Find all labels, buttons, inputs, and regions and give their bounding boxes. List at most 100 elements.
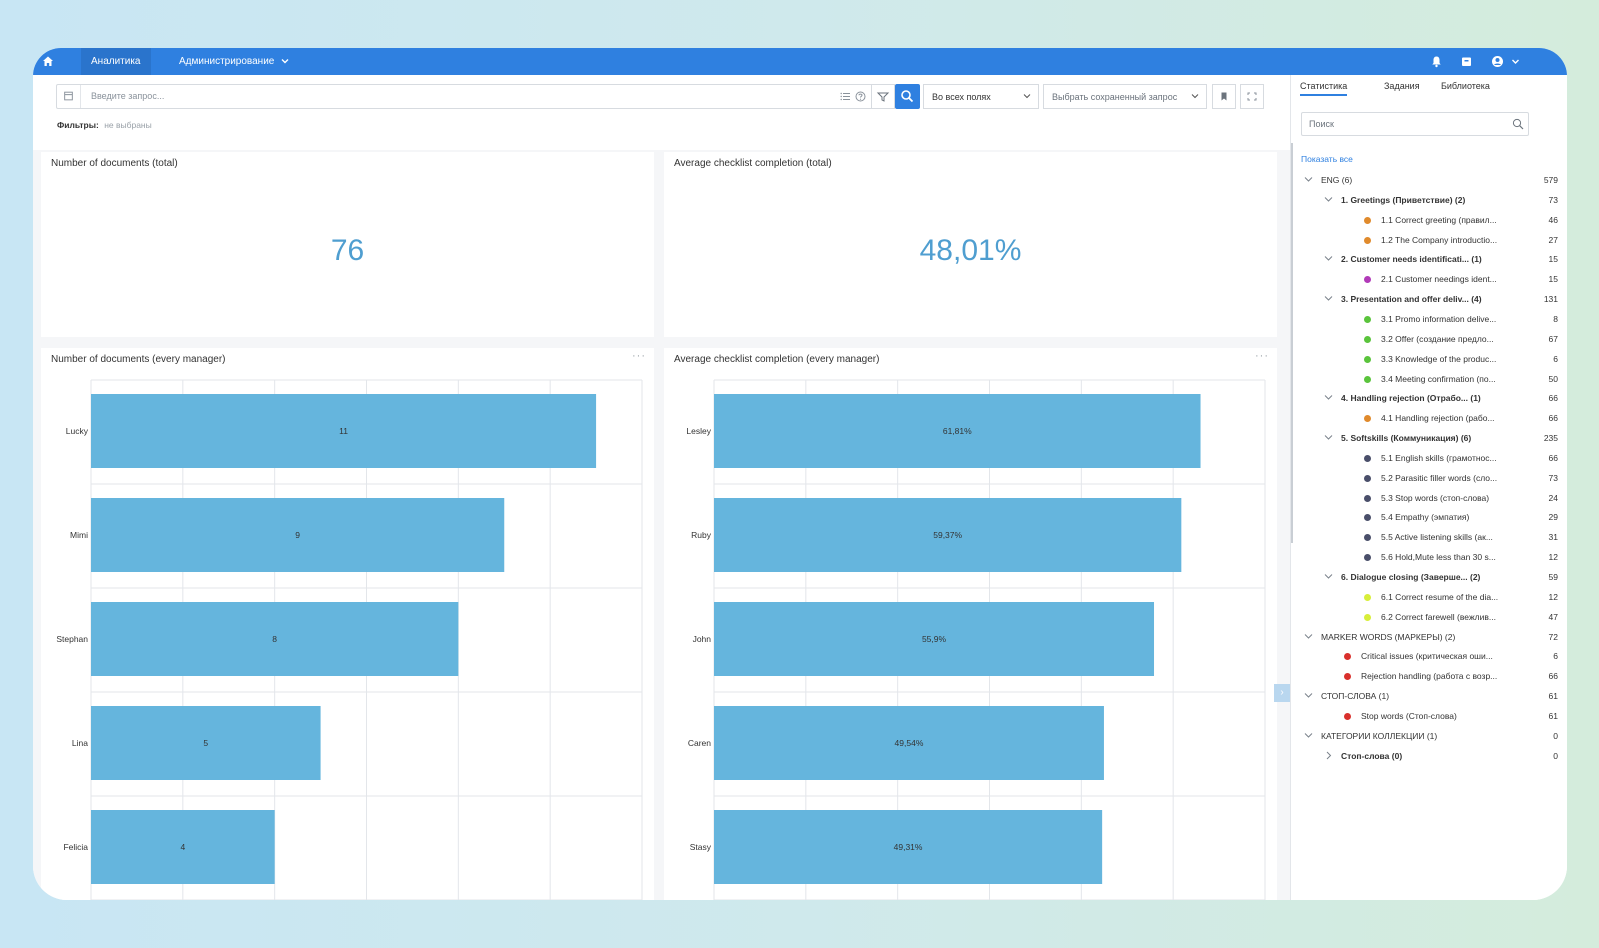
chevron-down-icon[interactable] xyxy=(1511,55,1520,68)
query-input[interactable]: Введите запрос... xyxy=(56,84,892,109)
tree-item-count: 15 xyxy=(1548,274,1558,285)
bar[interactable] xyxy=(91,602,459,676)
home-icon[interactable] xyxy=(41,54,55,68)
tree-item[interactable]: 5.1 English skills (грамотнос... 66 xyxy=(1291,449,1567,468)
help-icon[interactable] xyxy=(855,91,866,102)
search-button[interactable] xyxy=(895,84,920,109)
category-label: Lucky xyxy=(66,426,89,436)
tree-item[interactable]: 3. Presentation and offer deliv... (4) 13… xyxy=(1291,290,1567,309)
tree-item[interactable]: 2.1 Customer needings ident... 15 xyxy=(1291,270,1567,289)
bell-icon[interactable] xyxy=(1430,55,1443,68)
chevron-right-icon[interactable] xyxy=(1324,751,1333,760)
chevron-down-icon[interactable] xyxy=(1304,175,1313,184)
tree-item-label: 6. Dialogue closing (Заверше... (2) xyxy=(1341,572,1481,582)
bar[interactable] xyxy=(91,394,597,468)
chevron-down-icon[interactable] xyxy=(1324,254,1333,263)
bar[interactable] xyxy=(91,706,321,780)
app-window: Аналитика Администрирование xyxy=(33,48,1567,900)
bar[interactable] xyxy=(714,602,1155,676)
tree-item[interactable]: 4. Handling rejection (Отрабо... (1) 66 xyxy=(1291,389,1567,408)
chevron-down-icon[interactable] xyxy=(1324,294,1333,303)
tree-item[interactable]: ENG (6) 579 xyxy=(1291,171,1567,190)
tree-item[interactable]: 6. Dialogue closing (Заверше... (2) 59 xyxy=(1291,568,1567,587)
chevron-down-icon[interactable] xyxy=(1324,433,1333,442)
tree-item-label: 1.1 Correct greeting (правил... xyxy=(1381,214,1497,225)
tree-item[interactable]: 5.4 Empathy (эмпатия) 29 xyxy=(1291,508,1567,527)
tree-item[interactable]: Stop words (Стоп-слова) 61 xyxy=(1291,707,1567,726)
tab-statistics[interactable]: Статистика xyxy=(1300,81,1348,96)
tree-item[interactable]: СТОП-СЛОВА (1) 61 xyxy=(1291,687,1567,706)
chevron-down-icon[interactable] xyxy=(1304,731,1313,740)
card-menu-icon[interactable]: ··· xyxy=(632,350,646,362)
bookmark-button[interactable] xyxy=(1212,84,1236,109)
category-label: Stasy xyxy=(690,842,712,852)
scrollbar[interactable] xyxy=(1291,143,1293,543)
tree-item[interactable]: 4.1 Handling rejection (рабо... 66 xyxy=(1291,409,1567,428)
panel-expand-button[interactable]: › xyxy=(1274,684,1290,702)
chevron-down-icon[interactable] xyxy=(1324,393,1333,402)
tree-item[interactable]: Rejection handling (работа с возр... 66 xyxy=(1291,667,1567,686)
tree-item[interactable]: 1.1 Correct greeting (правил... 46 xyxy=(1291,211,1567,230)
chevron-down-icon[interactable] xyxy=(1324,572,1333,581)
tree-item-count: 46 xyxy=(1548,214,1558,225)
tree-item[interactable]: 5.6 Hold,Mute less than 30 s... 12 xyxy=(1291,548,1567,567)
tree-item-label: 3.2 Offer (создание предло... xyxy=(1381,333,1494,344)
tree-item[interactable]: 3.3 Knowledge of the produc... 6 xyxy=(1291,350,1567,369)
box-icon[interactable] xyxy=(1460,55,1473,68)
bar-value-label: 55,9% xyxy=(922,634,947,644)
tree-item[interactable]: 3.2 Offer (создание предло... 67 xyxy=(1291,330,1567,349)
chevron-down-icon[interactable] xyxy=(1324,195,1333,204)
color-dot-icon xyxy=(1364,276,1371,284)
tree-item[interactable]: 1.2 The Company introductio... 27 xyxy=(1291,231,1567,250)
tree-item-count: 131 xyxy=(1543,294,1558,305)
tree-item[interactable]: Critical issues (критическая оши... 6 xyxy=(1291,647,1567,666)
tree-item[interactable]: Стоп-слова (0) 0 xyxy=(1291,747,1567,766)
calendar-icon[interactable] xyxy=(57,85,81,108)
panel-search-input[interactable]: Поиск xyxy=(1301,112,1529,136)
tree-item-label: 6.1 Correct resume of the dia... xyxy=(1381,591,1499,602)
bar[interactable] xyxy=(714,394,1201,468)
tree-item[interactable]: 3.4 Meeting confirmation (по... 50 xyxy=(1291,370,1567,389)
tree-item[interactable]: 2. Customer needs identificati... (1) 15 xyxy=(1291,250,1567,269)
chevron-down-icon[interactable] xyxy=(1304,691,1313,700)
tree-item-count: 66 xyxy=(1548,413,1558,424)
bar[interactable] xyxy=(714,498,1182,572)
saved-query-value: Выбрать сохраненный запрос xyxy=(1052,92,1178,102)
tree-item-count: 8 xyxy=(1553,313,1558,324)
tree-item[interactable]: 5.2 Parasitic filler words (сло... 73 xyxy=(1291,469,1567,488)
bar[interactable] xyxy=(714,706,1104,780)
fullscreen-button[interactable] xyxy=(1240,84,1264,109)
bar-value-label: 8 xyxy=(272,634,277,644)
list-icon[interactable] xyxy=(840,91,851,102)
tree-item[interactable]: 5.3 Stop words (стоп-слова) 24 xyxy=(1291,489,1567,508)
bar[interactable] xyxy=(91,498,505,572)
tree-item[interactable]: 6.1 Correct resume of the dia... 12 xyxy=(1291,588,1567,607)
kpi-value: 48,01% xyxy=(919,234,1022,267)
tree-item[interactable]: 5. Softskills (Коммуникация) (6) 235 xyxy=(1291,429,1567,448)
tree-item[interactable]: 1. Greetings (Приветствие) (2) 73 xyxy=(1291,191,1567,210)
tree-item[interactable]: КАТЕГОРИИ КОЛЛЕКЦИИ (1) 0 xyxy=(1291,727,1567,746)
tree-item[interactable]: 5.5 Active listening skills (ак... 31 xyxy=(1291,528,1567,547)
color-dot-icon xyxy=(1364,375,1371,383)
tree-item-count: 73 xyxy=(1548,472,1558,483)
bar[interactable] xyxy=(714,810,1103,884)
user-icon[interactable] xyxy=(1491,55,1504,68)
nav-administration[interactable]: Администрирование xyxy=(169,48,299,75)
chevron-down-icon xyxy=(1023,94,1031,99)
tab-tasks[interactable]: Задания xyxy=(1384,81,1420,91)
tree-item-label: 5.3 Stop words (стоп-слова) xyxy=(1381,492,1490,503)
tree-item[interactable]: 6.2 Correct farewell (вежлив... 47 xyxy=(1291,608,1567,627)
tab-library[interactable]: Библиотека xyxy=(1441,81,1490,91)
bar[interactable] xyxy=(91,810,275,884)
tree-item[interactable]: MARKER WORDS (МАРКЕРЫ) (2) 72 xyxy=(1291,628,1567,647)
tree-item[interactable]: 3.1 Promo information delive... 8 xyxy=(1291,310,1567,329)
show-all-link[interactable]: Показать все xyxy=(1301,154,1353,164)
card-menu-icon[interactable]: ··· xyxy=(1255,350,1269,362)
saved-query-select[interactable]: Выбрать сохраненный запрос xyxy=(1043,84,1207,109)
color-dot-icon xyxy=(1344,673,1351,681)
filter-button[interactable] xyxy=(871,84,895,109)
field-select[interactable]: Во всех полях xyxy=(923,84,1039,109)
nav-analytics[interactable]: Аналитика xyxy=(81,48,151,75)
chevron-down-icon[interactable] xyxy=(1304,632,1313,641)
top-bar: Аналитика Администрирование xyxy=(33,48,1567,75)
